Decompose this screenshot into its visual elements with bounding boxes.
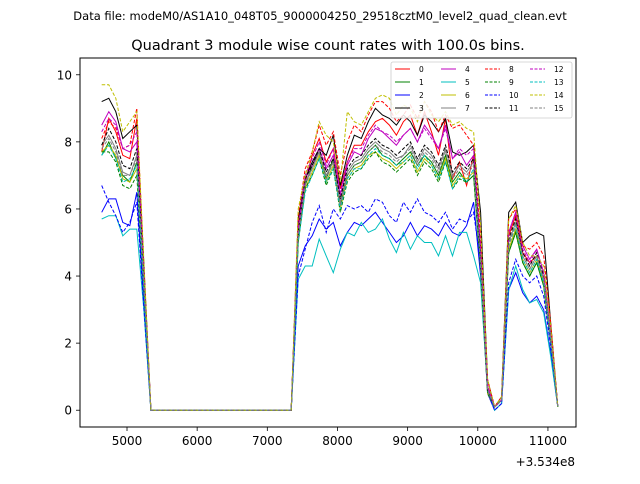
x-tick-label: 7000 (252, 434, 283, 448)
series-line-6 (101, 144, 559, 411)
series-line-8 (101, 100, 559, 411)
legend-label-7: 7 (465, 104, 470, 113)
legend-label-6: 6 (465, 91, 470, 100)
series-line-2 (101, 192, 559, 412)
y-tick-label: 2 (64, 337, 72, 351)
series-line-7 (101, 134, 559, 411)
series-line-3 (101, 97, 559, 411)
x-tick-label: 6000 (182, 434, 213, 448)
x-tick-label: 5000 (112, 434, 143, 448)
legend-label-0: 0 (419, 65, 424, 74)
legend-label-13: 13 (554, 78, 564, 87)
y-tick-label: 6 (64, 202, 72, 216)
series-line-11 (101, 127, 559, 411)
x-axis: 5000 6000 7000 8000 9000 10000 11000 (112, 427, 567, 448)
x-tick-label: 8000 (322, 434, 353, 448)
legend-label-9: 9 (509, 78, 514, 87)
series-line-15 (101, 137, 559, 411)
plot-area-frame (79, 57, 577, 428)
legend-label-8: 8 (509, 65, 514, 74)
y-tick-label: 4 (64, 270, 72, 284)
legend-label-11: 11 (509, 104, 519, 113)
legend-box (390, 61, 573, 119)
y-axis: 0 2 4 6 8 10 (57, 68, 80, 418)
y-tick-label: 8 (64, 135, 72, 149)
legend-label-15: 15 (554, 104, 564, 113)
legend-label-14: 14 (554, 91, 564, 100)
legend-label-10: 10 (509, 91, 519, 100)
series-line-9 (101, 151, 559, 411)
series-line-10 (101, 185, 559, 412)
y-tick-label: 10 (57, 68, 72, 82)
chart-title: Quadrant 3 module wise count rates with … (131, 38, 525, 54)
series-line-14 (101, 84, 559, 411)
y-tick-label: 0 (64, 404, 72, 418)
legend-label-12: 12 (554, 65, 564, 74)
chart-suptitle: Data file: modeM0/AS1A10_048T05_90000042… (73, 9, 567, 23)
legend-label-2: 2 (419, 91, 424, 100)
legend-label-5: 5 (465, 78, 470, 87)
series-line-13 (101, 144, 559, 411)
series-line-1 (101, 140, 559, 411)
plot-series-group (101, 84, 559, 412)
x-tick-label: 10000 (459, 434, 497, 448)
x-axis-offset-label: +3.534e8 (516, 455, 575, 469)
x-tick-label: 11000 (529, 434, 567, 448)
x-tick-label: 9000 (392, 434, 423, 448)
series-line-5 (101, 215, 559, 412)
legend-label-4: 4 (465, 65, 470, 74)
legend-label-1: 1 (419, 78, 424, 87)
legend-label-3: 3 (419, 104, 424, 113)
